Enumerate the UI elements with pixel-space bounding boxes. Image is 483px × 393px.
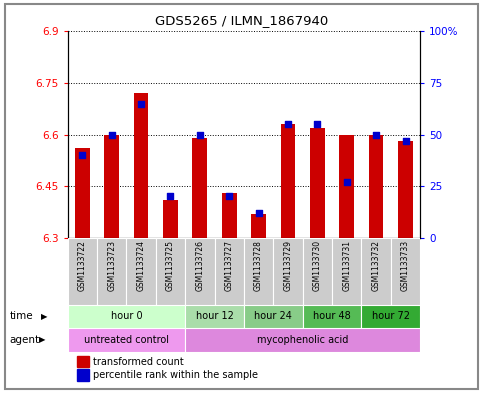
Text: GDS5265 / ILMN_1867940: GDS5265 / ILMN_1867940 [155,14,328,27]
Text: ▶: ▶ [39,336,45,344]
Bar [222,193,237,238]
Bar [97,238,127,305]
Bar [75,149,90,238]
Bar [185,305,244,328]
Point [78,152,86,158]
Bar [68,305,185,328]
Bar [303,305,361,328]
Point [343,179,351,185]
Bar [398,141,413,238]
Bar [214,238,244,305]
Point [108,131,115,138]
Bar [244,238,273,305]
Bar [340,135,354,238]
Text: GSM1133722: GSM1133722 [78,240,87,291]
Text: GSM1133728: GSM1133728 [254,240,263,291]
Point [196,131,204,138]
Bar [391,238,420,305]
Point [137,101,145,107]
Bar [303,238,332,305]
Bar [68,328,185,352]
Text: transformed count: transformed count [93,356,184,367]
Text: GSM1133731: GSM1133731 [342,240,351,291]
Bar [185,328,420,352]
Text: hour 12: hour 12 [196,311,233,321]
Text: mycophenolic acid: mycophenolic acid [257,335,348,345]
Bar [68,238,97,305]
Bar [369,135,384,238]
Point [284,121,292,127]
Text: GSM1133730: GSM1133730 [313,240,322,291]
Text: hour 72: hour 72 [372,311,410,321]
Text: GSM1133732: GSM1133732 [371,240,381,291]
Point [372,131,380,138]
Bar [127,238,156,305]
Text: GSM1133724: GSM1133724 [137,240,145,291]
Bar [193,138,207,238]
Bar [163,200,178,238]
Text: percentile rank within the sample: percentile rank within the sample [93,370,258,380]
Text: hour 24: hour 24 [255,311,292,321]
Text: GSM1133726: GSM1133726 [195,240,204,291]
Bar [273,238,303,305]
Bar [134,94,148,238]
Point [226,193,233,200]
Point [313,121,321,127]
Text: hour 0: hour 0 [111,311,142,321]
Bar [185,238,214,305]
Bar [156,238,185,305]
Bar [281,124,295,238]
Text: untreated control: untreated control [84,335,169,345]
Bar [332,238,361,305]
Text: GSM1133723: GSM1133723 [107,240,116,291]
Text: GSM1133729: GSM1133729 [284,240,293,291]
Bar [251,214,266,238]
Bar [104,135,119,238]
Text: GSM1133725: GSM1133725 [166,240,175,291]
Bar [361,238,391,305]
Text: hour 48: hour 48 [313,311,351,321]
Point [402,138,410,144]
Bar [361,305,420,328]
Text: GSM1133733: GSM1133733 [401,240,410,291]
Point [167,193,174,200]
Bar [244,305,303,328]
Text: ▶: ▶ [41,312,47,321]
Point [255,210,262,216]
Bar [310,128,325,238]
Text: time: time [10,311,33,321]
Text: GSM1133727: GSM1133727 [225,240,234,291]
Text: agent: agent [10,335,40,345]
